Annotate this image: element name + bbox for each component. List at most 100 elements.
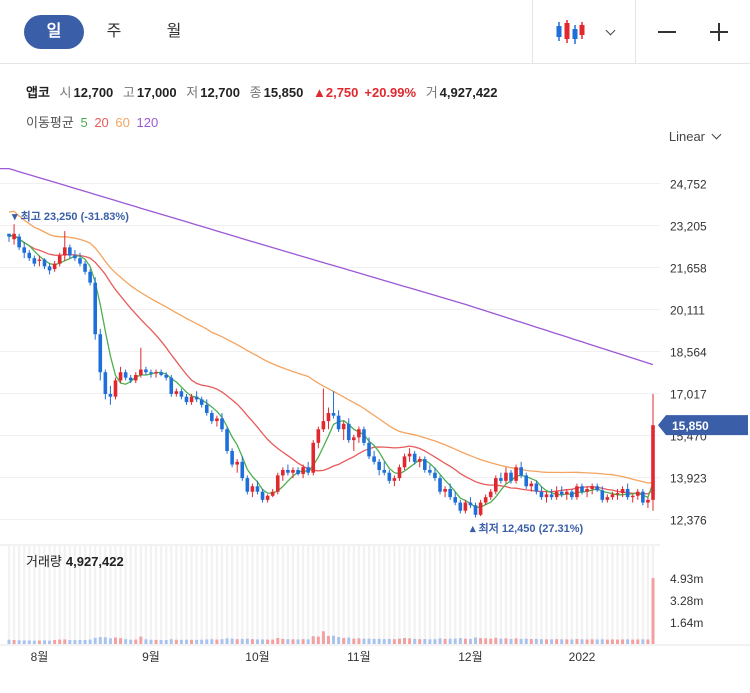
close-value: 15,850 <box>263 85 304 100</box>
volume-bar <box>372 638 376 644</box>
volume-bar <box>88 639 92 644</box>
candle-body <box>524 475 529 487</box>
volume-bar <box>595 639 599 644</box>
candle-body <box>128 377 133 381</box>
candle-body <box>83 263 87 272</box>
volume-bar <box>423 639 427 644</box>
volume-bar <box>352 638 356 644</box>
candle-body <box>625 488 630 498</box>
volume-bar <box>301 639 305 644</box>
volume-bar <box>108 638 112 644</box>
candle-body <box>544 494 549 498</box>
volume-bar <box>580 639 584 644</box>
candle-body <box>331 412 336 416</box>
candle-body <box>93 282 98 335</box>
candle-body <box>52 263 57 270</box>
candle-body <box>103 372 108 394</box>
candle-body <box>306 467 310 473</box>
volume-bar <box>529 639 533 644</box>
ma5-line <box>8 234 654 508</box>
candle-body <box>7 233 11 237</box>
candle-body <box>68 247 72 256</box>
volume-bar <box>382 639 386 644</box>
volume-bar <box>631 639 635 644</box>
volume-bar <box>78 639 82 644</box>
tab-weekly[interactable]: 주 <box>106 23 122 40</box>
volume-bar <box>119 638 123 644</box>
ma-60-label: 60 <box>115 115 130 130</box>
candle-body <box>610 494 615 498</box>
volume-bar <box>37 640 41 644</box>
candle-body <box>270 491 275 496</box>
candle-body <box>478 502 483 515</box>
volume-bar <box>281 638 285 644</box>
candle-body <box>291 469 295 473</box>
candle-body <box>118 372 123 381</box>
candle-body <box>32 258 37 264</box>
candle-body <box>37 259 42 261</box>
volume-bar <box>651 578 655 644</box>
ma60-line <box>8 210 654 484</box>
candle-body <box>235 461 239 465</box>
candle-body <box>225 429 229 451</box>
candle-body <box>250 486 255 492</box>
volume-bar <box>220 639 224 644</box>
candle-body <box>341 423 346 430</box>
chart-type-dropdown[interactable] <box>532 0 635 64</box>
candle-body <box>605 497 610 500</box>
candle-body <box>154 372 158 374</box>
candle-body <box>296 469 300 475</box>
candle-body <box>570 491 574 498</box>
volume-bar <box>83 639 87 644</box>
y-tick-label: 23,205 <box>670 220 707 234</box>
candle-body <box>590 486 594 489</box>
volume-bar <box>190 639 194 644</box>
candle-body <box>630 495 635 498</box>
candle-body <box>326 412 331 422</box>
volume-bar <box>255 639 259 644</box>
volume-key: 거 <box>425 85 438 100</box>
volume-bar <box>321 631 325 644</box>
candle-body <box>316 429 321 443</box>
candle-body <box>88 271 92 283</box>
y-tick-label: 20,111 <box>670 304 705 318</box>
candle-body <box>179 391 184 397</box>
tab-daily[interactable]: 일 <box>24 15 84 49</box>
volume-bar <box>93 637 97 644</box>
candle-body <box>144 369 148 373</box>
zoom-out-icon[interactable] <box>658 31 676 33</box>
candle-body <box>215 418 219 422</box>
volume-bar <box>418 639 422 644</box>
volume-bar <box>362 638 366 644</box>
volume-bar <box>316 636 320 644</box>
candle-body <box>595 486 600 491</box>
high-key: 고 <box>122 85 135 100</box>
volume-bar <box>306 639 310 644</box>
volume-bar <box>291 639 295 644</box>
volume-bar <box>453 638 457 644</box>
y-tick-label: 17,017 <box>670 388 707 402</box>
zoom-in-icon[interactable] <box>710 23 728 41</box>
scale-mode-dropdown[interactable]: Linear <box>669 129 722 144</box>
volume-label-key: 거래량 <box>26 554 62 569</box>
candle-body <box>615 493 620 495</box>
candle-body <box>549 494 554 498</box>
candle-body <box>367 442 371 457</box>
candle-body <box>98 334 103 373</box>
candle-body <box>564 491 569 495</box>
candle-body <box>559 491 564 495</box>
volume-bar <box>468 638 472 644</box>
volume-bar <box>443 638 447 644</box>
tab-monthly[interactable]: 월 <box>166 23 182 40</box>
candle-body <box>575 486 579 498</box>
volume-bar <box>458 638 462 644</box>
volume-bar <box>195 639 199 644</box>
volume-bar <box>621 639 625 644</box>
candle-body <box>352 437 356 441</box>
volume-bar <box>408 638 412 644</box>
candle-body <box>336 415 341 430</box>
candle-body <box>78 258 82 264</box>
candle-body <box>240 461 245 479</box>
volume-bar <box>545 639 549 644</box>
